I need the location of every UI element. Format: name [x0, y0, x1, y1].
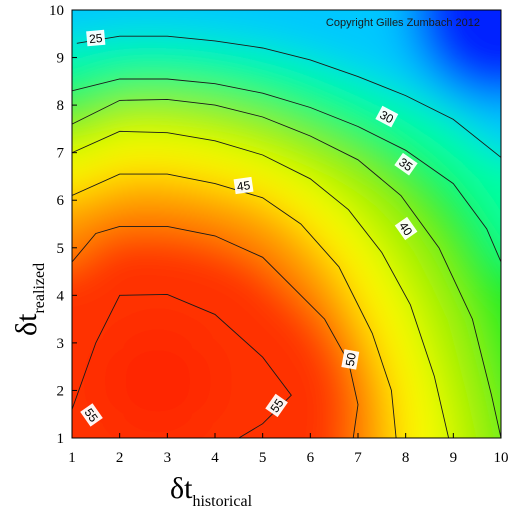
copyright-annotation: Copyright Gilles Zumbach 2012 [326, 17, 480, 29]
contour-label-55: 55 [80, 403, 103, 427]
contour-label-25: 25 [86, 29, 106, 47]
y-tick-label-10: 10 [49, 3, 64, 19]
contour-labels: 25 30 35 40 45 50 55 55 [80, 29, 418, 427]
x-tick-label-2: 2 [116, 450, 124, 466]
contour-line-50 [72, 225, 359, 438]
color-band-corner [411, 10, 501, 100]
y-tick-label-9: 9 [57, 51, 65, 67]
x-tick-label-7: 7 [354, 450, 362, 466]
svg-text:45: 45 [236, 178, 251, 194]
x-tick-label-8: 8 [402, 450, 410, 466]
y-tick-label-5: 5 [57, 241, 65, 257]
svg-text:25: 25 [89, 31, 104, 46]
y-axis: 1 2 3 4 5 6 7 8 9 10 [49, 3, 77, 447]
contour-label-35: 35 [394, 152, 418, 176]
x-tick-label-4: 4 [211, 450, 219, 466]
color-field [72, 10, 501, 438]
y-tick-label-8: 8 [57, 98, 65, 114]
contour-label-40: 40 [394, 216, 418, 241]
x-tick-label-10: 10 [494, 450, 509, 466]
y-tick-label-2: 2 [57, 383, 65, 399]
y-tick-label-7: 7 [57, 146, 65, 162]
x-tick-label-5: 5 [259, 450, 267, 466]
contour-line-25 [76, 35, 501, 158]
x-tick-label-9: 9 [450, 450, 458, 466]
plot-frame [71, 9, 502, 439]
x-tick-label-3: 3 [164, 450, 172, 466]
color-band-peak [102, 325, 213, 436]
x-tick-label-1: 1 [68, 450, 76, 466]
x-tick-label-6: 6 [307, 450, 315, 466]
x-axis-label-symbol: δt [170, 472, 193, 505]
svg-text:30: 30 [377, 108, 396, 127]
contour-line-45 [72, 173, 397, 438]
contour-label-55-b: 55 [265, 393, 288, 418]
y-tick-label-3: 3 [57, 336, 65, 352]
contour-line-30 [72, 78, 501, 263]
contour-line-55 [72, 293, 292, 438]
svg-text:50: 50 [343, 351, 359, 367]
y-tick-label-1: 1 [57, 431, 65, 447]
y-axis-label-subscript: realized [31, 263, 48, 314]
y-tick-label-6: 6 [57, 193, 65, 209]
contour-lines [72, 35, 501, 438]
plot-area: 25 30 35 40 45 50 55 55 [72, 10, 501, 438]
x-axis: 1 2 3 4 5 6 7 8 9 10 [68, 433, 509, 466]
x-axis-label: δthistorical [170, 472, 253, 510]
contour-label-45: 45 [233, 176, 254, 195]
contour-line-35 [72, 98, 501, 438]
x-axis-label-subscript: historical [192, 493, 252, 510]
y-tick-label-4: 4 [57, 288, 65, 304]
contour-label-30: 30 [375, 105, 399, 128]
y-axis-label: δtrealized [10, 263, 48, 336]
y-axis-label-symbol: δt [10, 313, 43, 336]
contour-label-50: 50 [341, 349, 360, 370]
contour-line-40 [72, 130, 450, 438]
